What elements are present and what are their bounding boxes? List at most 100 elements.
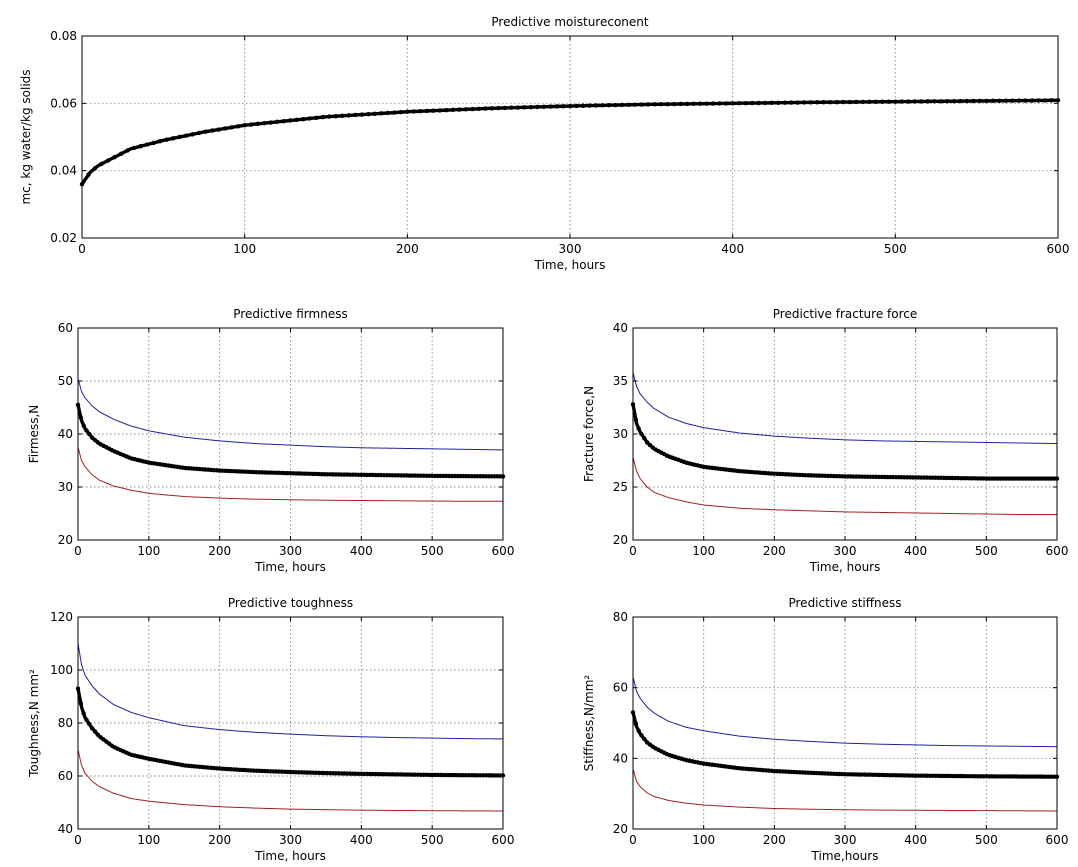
moisture-series-main-marker <box>704 101 709 106</box>
moisture-series-main-marker <box>789 100 794 105</box>
moisture-series-main-marker <box>125 148 130 153</box>
toughness-y-tick-label: 120 <box>50 610 73 624</box>
moisture-series-main-marker <box>554 104 560 109</box>
moisture-series-main-marker <box>444 107 449 113</box>
stiffness-y-tick-label: 40 <box>613 751 628 765</box>
moisture-series-main-marker <box>574 103 579 109</box>
moisture-x-tick-label: 200 <box>396 242 419 256</box>
moisture-series-main-marker <box>847 99 852 105</box>
moisture-x-tick-label: 400 <box>721 242 744 256</box>
moisture-series-main-marker <box>710 101 716 106</box>
moisture-series-main-marker <box>509 105 514 110</box>
moisture-series-main-marker <box>912 99 918 104</box>
moisture-series-main-marker <box>730 101 735 106</box>
moisture-x-tick-label: 600 <box>1047 242 1070 256</box>
firmness-y-tick-label: 60 <box>58 321 73 335</box>
moisture-series-main-marker <box>671 101 677 107</box>
fracture-force-series-main-markers <box>630 402 1060 481</box>
moisture-series-main-marker <box>118 151 124 157</box>
moisture-series-main-marker <box>359 112 364 117</box>
moisture-series-main-marker <box>437 108 443 113</box>
moisture-series-main-marker <box>112 155 117 160</box>
moisture-series-main-marker <box>151 140 156 146</box>
moisture-series-main-marker <box>658 102 664 107</box>
moisture-series-main-marker <box>340 113 345 118</box>
moisture-series-main-marker <box>854 99 859 105</box>
stiffness-chart-title: Predictive stiffness <box>788 596 901 610</box>
moisture-series-main-marker <box>177 134 182 140</box>
moisture-series-main-marker <box>470 106 475 112</box>
toughness-y-tick-label: 60 <box>58 769 73 783</box>
moisture-series-main-marker <box>450 107 456 113</box>
toughness-x-tick-label: 100 <box>137 833 160 847</box>
moisture-series-main-marker <box>717 101 722 106</box>
moisture-series-main-marker <box>1042 98 1048 103</box>
moisture-series-main-marker <box>92 166 98 171</box>
moisture-series-main-marker <box>515 105 521 110</box>
fracture-force-series-main-marker <box>636 426 641 431</box>
stiffness-series-main-marker <box>642 736 647 742</box>
stiffness-x-tick-label: 600 <box>1046 833 1069 847</box>
moisture-series-main-marker <box>815 100 820 105</box>
moisture-series-main-marker <box>626 102 631 108</box>
moisture-series-main-marker <box>294 117 299 123</box>
moisture-series-main-marker <box>281 118 286 124</box>
firmness-y-axis-label: Firmess,N <box>27 405 41 463</box>
moisture-x-tick-label: 300 <box>559 242 582 256</box>
moisture-series-main-marker <box>203 129 208 134</box>
moisture-series-main-marker <box>665 101 670 107</box>
stiffness-y-tick-label: 80 <box>613 610 628 624</box>
firmness-chart-title: Predictive firmness <box>233 307 347 321</box>
moisture-y-axis-label: mc, kg water/kg solids <box>19 69 33 204</box>
moisture-series-main-marker <box>613 102 618 108</box>
moisture-series-main-marker <box>821 100 826 105</box>
toughness-series-main-marker <box>87 721 92 727</box>
moisture-series-main-marker <box>138 144 143 149</box>
toughness-series-main-marker <box>81 711 86 716</box>
fracture-force-x-tick-label: 400 <box>904 544 927 558</box>
moisture-series-main-marker <box>880 99 885 104</box>
moisture-series-main-marker <box>489 106 495 111</box>
firmness-x-tick-label: 100 <box>137 544 160 558</box>
toughness-x-tick-label: 300 <box>279 833 302 847</box>
moisture-series-main-marker <box>327 114 332 119</box>
moisture-series-main-marker <box>333 113 338 119</box>
firmness-y-tick-label: 20 <box>58 533 73 547</box>
moisture-series-main-marker <box>919 99 924 104</box>
moisture-series-main-marker <box>483 106 488 111</box>
moisture-series-main-marker <box>561 104 566 109</box>
moisture-series-main-marker <box>1016 98 1022 103</box>
moisture-series-main-marker <box>945 99 950 104</box>
moisture-series-main-marker <box>476 106 482 111</box>
moisture-series-main-marker <box>736 101 742 106</box>
moisture-x-tick-label: 500 <box>884 242 907 256</box>
moisture-y-tick-label: 0.06 <box>50 96 77 110</box>
toughness-series-main-marker <box>89 726 95 731</box>
fracture-force-x-tick-label: 200 <box>763 544 786 558</box>
moisture-series-main-marker <box>1003 98 1009 103</box>
moisture-series-main-marker <box>990 98 996 104</box>
moisture-series-main-markers <box>79 98 1061 187</box>
moisture-series-main-marker <box>951 98 957 104</box>
moisture-series-main-marker <box>593 103 599 108</box>
moisture-series-main-marker <box>723 101 729 106</box>
firmness-series-main-marker <box>84 428 89 433</box>
fracture-force-x-tick-label: 0 <box>629 544 637 558</box>
toughness-x-tick-label: 400 <box>350 833 373 847</box>
moisture-series-main-marker <box>776 100 781 105</box>
fracture-force-x-tick-label: 600 <box>1046 544 1069 558</box>
moisture-series-main-marker <box>366 111 371 117</box>
moisture-series-main-marker <box>867 99 872 105</box>
stiffness-y-tick-label: 20 <box>613 822 628 836</box>
moisture-series-main-marker <box>235 124 241 129</box>
moisture-series-main-marker <box>802 100 807 105</box>
moisture-series-main-marker <box>1049 98 1054 103</box>
moisture-series-main-marker <box>301 116 306 122</box>
firmness-y-tick-label: 50 <box>58 374 73 388</box>
stiffness-x-tick-label: 200 <box>763 833 786 847</box>
moisture-series-main-marker <box>782 100 787 105</box>
moisture-series-main-marker <box>431 108 436 113</box>
moisture-series-main-marker <box>522 105 527 110</box>
moisture-series-main-marker <box>502 105 508 111</box>
fracture-force-panel: 0 100 200 300 400 500 600 20 25 30 35 40 Predictive … <box>582 307 1068 574</box>
